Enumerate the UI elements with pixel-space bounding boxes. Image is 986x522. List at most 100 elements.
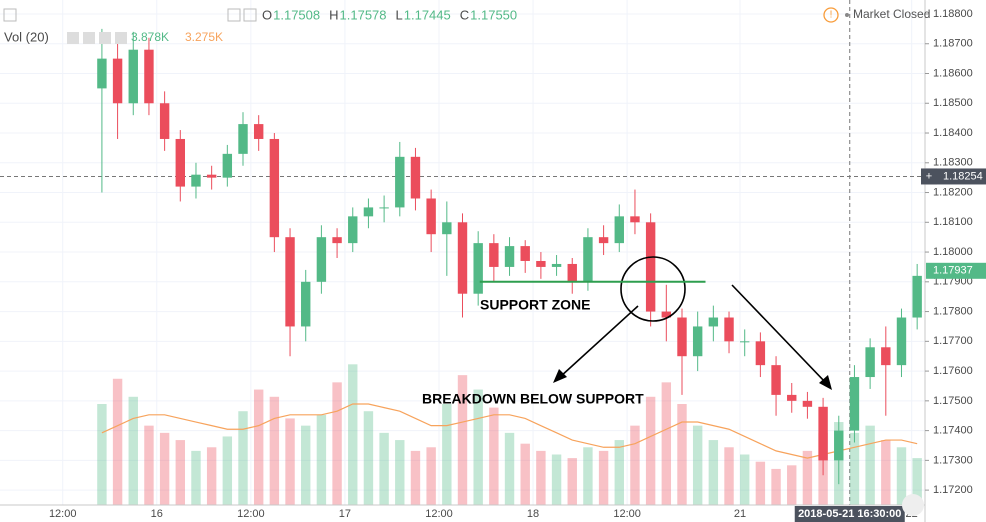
volume-bar bbox=[222, 436, 233, 505]
y-tick-label: 1.17200 bbox=[933, 484, 973, 496]
candle-body bbox=[771, 365, 781, 395]
candle-body bbox=[332, 237, 342, 244]
volume-bar bbox=[363, 411, 374, 505]
candle-body bbox=[159, 103, 170, 139]
volume-bar bbox=[442, 404, 452, 505]
candle-body bbox=[442, 222, 452, 235]
volume-bar bbox=[598, 450, 609, 505]
candle-body bbox=[661, 311, 672, 318]
volume-label: Vol (20) bbox=[4, 29, 49, 44]
status-dot bbox=[845, 13, 849, 17]
volume-bar bbox=[285, 418, 295, 505]
candle-body bbox=[881, 347, 891, 366]
candle-body bbox=[551, 263, 562, 267]
volume-bar bbox=[191, 450, 201, 505]
volume-bar bbox=[614, 440, 624, 505]
arrow-head bbox=[819, 375, 832, 390]
candle-body bbox=[865, 347, 875, 378]
scroll-button[interactable] bbox=[902, 494, 924, 516]
volume-bar bbox=[253, 389, 264, 505]
plus-glyph: + bbox=[926, 170, 932, 182]
volume-bar bbox=[520, 443, 530, 505]
y-tick-label: 1.18200 bbox=[933, 186, 973, 198]
candle-body bbox=[144, 49, 154, 104]
volume-bar bbox=[896, 447, 907, 505]
candle-body bbox=[363, 207, 374, 217]
icon bbox=[99, 32, 111, 44]
candle-body bbox=[379, 207, 389, 209]
candle-body bbox=[489, 243, 499, 267]
crosshair-time-label: 2018-05-21 16:30:00 bbox=[798, 508, 901, 520]
volume-bar bbox=[771, 468, 781, 505]
candle-body bbox=[348, 216, 358, 244]
candle-body bbox=[473, 243, 483, 294]
volume-ma-value: 3.275K bbox=[185, 30, 223, 44]
volume-bar bbox=[112, 378, 123, 505]
arrow bbox=[731, 284, 827, 384]
crosshair-price-box bbox=[926, 168, 986, 185]
volume-bar bbox=[395, 440, 405, 505]
volume-bar bbox=[630, 425, 640, 505]
volume-bar bbox=[865, 425, 875, 505]
x-tick-label: 12:00 bbox=[613, 508, 641, 520]
volume-bar bbox=[332, 382, 342, 505]
volume-bar bbox=[128, 396, 138, 505]
candle-body bbox=[598, 237, 609, 244]
x-tick-label: 18 bbox=[527, 508, 539, 520]
y-tick-label: 1.17300 bbox=[933, 454, 973, 466]
volume-bar bbox=[159, 432, 170, 505]
candle-body bbox=[708, 317, 719, 327]
y-tick-label: 1.17800 bbox=[933, 305, 973, 317]
volume-bar bbox=[708, 440, 719, 505]
volume-bar bbox=[238, 411, 248, 505]
volume-bar bbox=[97, 404, 107, 505]
warning-icon bbox=[823, 7, 839, 23]
axes: 1.18800 1.18700 1.18600 1.18500 1.18400 1.183… bbox=[49, 8, 986, 522]
ohlc-key: C bbox=[460, 7, 469, 22]
icon bbox=[83, 32, 95, 44]
candle-body bbox=[269, 138, 280, 238]
plus-button[interactable] bbox=[921, 168, 937, 185]
candle-body bbox=[426, 198, 436, 235]
crosshair-price-label: 1.18254 bbox=[943, 170, 983, 182]
highlight-circle bbox=[620, 256, 686, 322]
x-tick-label: 12:00 bbox=[425, 508, 453, 520]
crosshair-time-box bbox=[794, 506, 905, 522]
volume-bar bbox=[457, 375, 468, 505]
volume-bar bbox=[504, 432, 515, 505]
candle-body bbox=[128, 49, 138, 104]
volume-bar bbox=[692, 425, 703, 505]
candle-body bbox=[614, 216, 624, 244]
volume-bar bbox=[144, 425, 154, 505]
y-tick-label: 1.18700 bbox=[933, 38, 973, 50]
volume-bar bbox=[583, 447, 593, 505]
y-tick-label: 1.18600 bbox=[933, 67, 973, 79]
volume-bar bbox=[206, 447, 217, 505]
volume-bar bbox=[301, 425, 311, 505]
candle-body bbox=[630, 216, 640, 223]
candle-body bbox=[834, 430, 844, 461]
candle-body bbox=[222, 153, 233, 178]
candle-layer bbox=[97, 28, 922, 485]
candle-body bbox=[238, 124, 248, 154]
y-tick-label: 1.17400 bbox=[933, 425, 973, 437]
y-tick-label: 1.18100 bbox=[933, 216, 973, 228]
candle-body bbox=[536, 260, 546, 267]
candle-body bbox=[175, 138, 185, 187]
volume-bar bbox=[802, 450, 813, 505]
x-tick-label: 21 bbox=[734, 508, 746, 520]
volume-bar bbox=[849, 432, 860, 505]
arrow bbox=[559, 305, 639, 378]
candle-body bbox=[520, 246, 530, 261]
volume-bar bbox=[379, 432, 389, 505]
icon bbox=[115, 32, 127, 44]
y-tick-label: 1.18500 bbox=[933, 97, 973, 109]
icon bbox=[227, 8, 241, 22]
volume-bar bbox=[473, 389, 483, 505]
x-tick-label: 12:00 bbox=[49, 508, 77, 520]
last-price-label: 1.17937 bbox=[933, 265, 973, 277]
candle-body bbox=[912, 275, 922, 318]
candle-body bbox=[316, 237, 327, 282]
candle-body bbox=[755, 341, 766, 366]
candle-body bbox=[395, 156, 405, 208]
